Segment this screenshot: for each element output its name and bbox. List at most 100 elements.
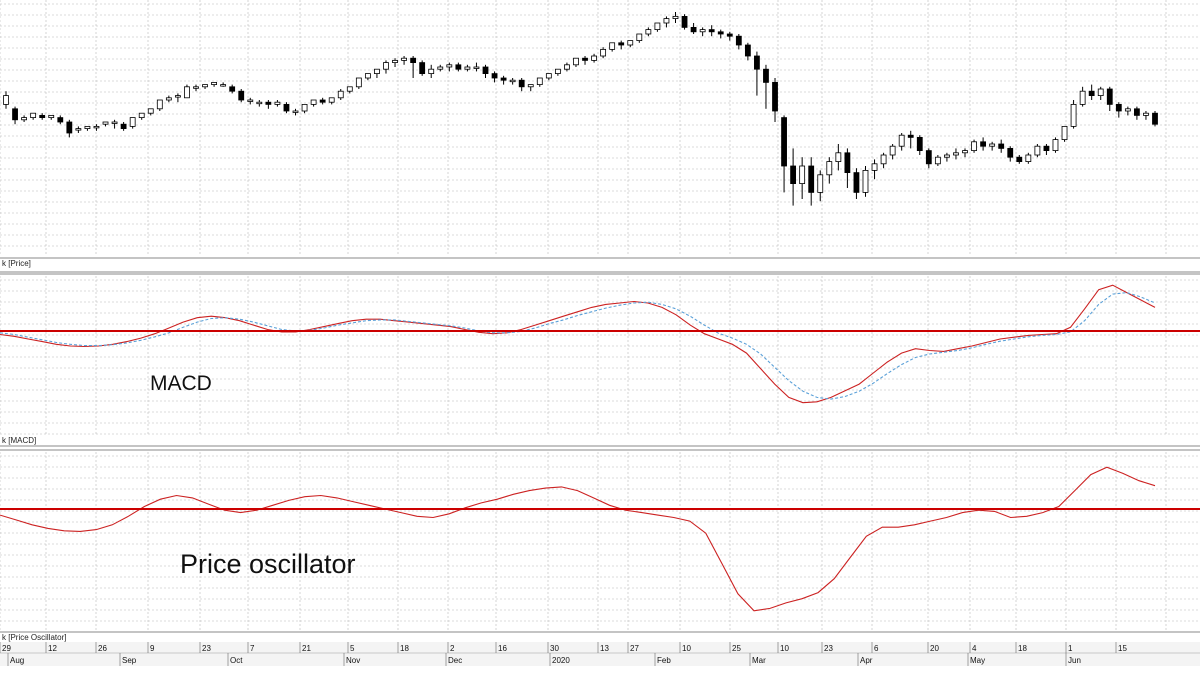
candlestick: [591, 53, 597, 63]
day-tick-label: 18: [400, 644, 409, 653]
candle-body: [627, 40, 634, 46]
candle-body: [1016, 156, 1023, 162]
candlestick: [491, 71, 498, 83]
candle-body: [564, 64, 570, 70]
candle-body: [518, 79, 525, 88]
candle-body: [944, 154, 950, 158]
day-tick-label: 10: [780, 644, 789, 653]
candlestick: [1115, 102, 1122, 118]
candlestick: [274, 100, 281, 107]
candlestick: [880, 152, 887, 169]
candlestick: [446, 62, 453, 72]
candle-body: [907, 134, 914, 138]
candlestick: [21, 115, 27, 122]
day-tick-label: 23: [824, 644, 833, 653]
candle-body: [781, 117, 787, 167]
candlestick: [39, 113, 46, 120]
month-tick-label: Oct: [230, 656, 243, 665]
candlestick: [383, 60, 389, 74]
candlestick: [699, 27, 706, 37]
candlestick: [401, 56, 407, 65]
candle-body: [772, 82, 778, 112]
candle-body: [12, 108, 18, 121]
candlestick: [283, 102, 290, 114]
candle-body: [220, 84, 227, 87]
candlestick: [1052, 137, 1059, 153]
candlestick: [238, 89, 245, 103]
candlestick: [265, 100, 272, 109]
day-tick-label: 25: [732, 644, 741, 653]
candlestick: [374, 68, 380, 78]
candle-body: [374, 68, 380, 74]
candlestick: [301, 104, 308, 114]
candle-body: [527, 84, 534, 88]
day-tick-label: 5: [350, 644, 355, 653]
candlestick: [871, 159, 878, 180]
month-tick-label: Feb: [657, 656, 671, 665]
candle-body: [573, 57, 579, 66]
candlestick: [663, 16, 670, 28]
candlestick: [844, 148, 851, 188]
candlestick: [763, 64, 769, 109]
candlestick: [256, 100, 263, 107]
candle-body: [799, 165, 806, 185]
candle-body: [337, 90, 344, 99]
candlestick: [138, 112, 145, 120]
candlestick: [482, 64, 489, 78]
candlestick: [1088, 84, 1095, 100]
candlestick: [989, 141, 996, 151]
candle-body: [817, 174, 824, 193]
day-tick-label: 18: [1018, 644, 1027, 653]
candle-body: [536, 77, 543, 85]
candlestick: [328, 97, 335, 105]
candle-body: [1143, 112, 1149, 116]
candlestick: [202, 84, 208, 89]
candlestick: [509, 78, 516, 85]
candlestick: [681, 14, 688, 30]
candlestick: [93, 124, 100, 131]
candlestick: [1070, 100, 1077, 129]
day-tick-label: 27: [630, 644, 639, 653]
candlestick: [772, 78, 778, 122]
candle-body: [491, 73, 498, 79]
candle-body: [111, 121, 118, 124]
oscillator-panel-label: k [Price Oscillator]: [2, 633, 66, 642]
candlestick: [708, 25, 715, 37]
candle-body: [962, 150, 968, 154]
candle-body: [165, 97, 172, 101]
day-tick-label: 7: [250, 644, 255, 653]
candlestick: [744, 42, 751, 61]
day-tick-label: 6: [874, 644, 879, 653]
candle-body: [238, 90, 245, 101]
candle-body: [1025, 154, 1032, 162]
candlestick: [455, 62, 462, 72]
candle-body: [953, 152, 959, 156]
candlestick: [627, 40, 634, 48]
candle-body: [1061, 126, 1068, 141]
candlestick: [1134, 106, 1140, 120]
candle-body: [708, 29, 715, 33]
candlestick: [609, 42, 616, 52]
candlestick: [419, 60, 426, 76]
candlestick: [636, 33, 643, 43]
candle-body: [853, 172, 860, 193]
candlestick: [174, 93, 181, 103]
day-tick-label: 26: [98, 644, 107, 653]
candlestick: [690, 23, 697, 34]
day-tick-label: 4: [972, 644, 977, 653]
candle-body: [1088, 90, 1095, 96]
x-axis: 29 12 26 9 23 7 21 5 18 2 16 30 13 27 10 25 10 23 6 20 4 18 1 1…: [0, 642, 1200, 666]
candle-body: [446, 64, 453, 68]
candlestick: [220, 82, 227, 87]
candlestick: [934, 155, 941, 166]
candle-body: [509, 79, 516, 83]
candlestick: [437, 64, 444, 72]
candle-body: [690, 26, 697, 33]
candlestick: [799, 157, 806, 199]
candlestick: [971, 139, 977, 153]
candle-body: [3, 95, 9, 105]
candle-body: [455, 64, 462, 70]
candlestick: [364, 73, 371, 81]
candlestick: [111, 119, 118, 129]
candle-body: [30, 112, 37, 118]
